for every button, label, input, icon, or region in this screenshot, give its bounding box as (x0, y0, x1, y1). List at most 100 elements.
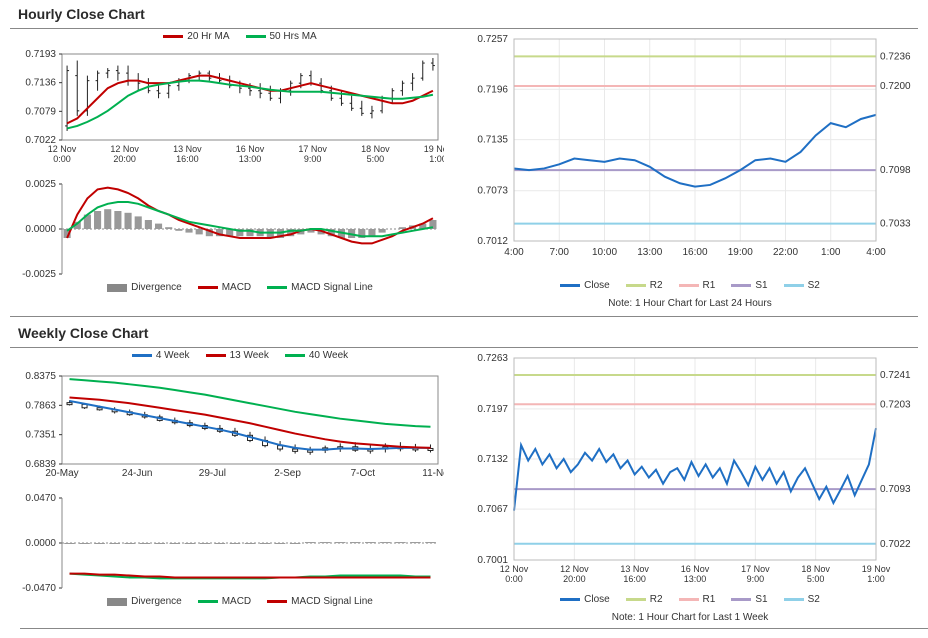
legend-item: R1 (679, 280, 716, 291)
svg-text:0.8375: 0.8375 (25, 372, 56, 382)
svg-text:12 Nov: 12 Nov (560, 564, 589, 574)
svg-text:0.7241: 0.7241 (880, 370, 911, 381)
svg-text:16 Nov: 16 Nov (236, 144, 265, 154)
svg-text:22:00: 22:00 (773, 247, 798, 258)
svg-text:16 Nov: 16 Nov (681, 564, 710, 574)
svg-text:0.7022: 0.7022 (880, 539, 911, 550)
hourly-right-note: Note: 1 Hour Chart for Last 24 Hours (490, 298, 890, 309)
svg-text:11-Nov: 11-Nov (422, 468, 444, 479)
svg-text:10:00: 10:00 (592, 247, 617, 258)
svg-text:1:00: 1:00 (821, 247, 841, 258)
svg-text:0.7132: 0.7132 (477, 454, 508, 465)
svg-text:0.7351: 0.7351 (25, 430, 56, 441)
svg-text:13:00: 13:00 (637, 247, 662, 258)
hourly-section: Hourly Close Chart 20 Hr MA50 Hrs MA 0.7… (0, 0, 928, 42)
svg-text:0.7863: 0.7863 (25, 400, 56, 411)
svg-text:4:00: 4:00 (504, 247, 524, 258)
svg-text:0.7136: 0.7136 (25, 78, 56, 89)
weekly-price-chart: 0.83750.78630.73510.683920-May24-Jun29-J… (14, 372, 444, 482)
svg-text:0.7200: 0.7200 (880, 81, 911, 92)
legend-item: 40 Week (285, 350, 348, 361)
svg-text:1:00: 1:00 (429, 154, 444, 164)
svg-text:0:00: 0:00 (505, 574, 523, 584)
svg-text:4:00: 4:00 (866, 247, 886, 258)
divider (10, 28, 918, 29)
svg-text:12 Nov: 12 Nov (110, 144, 139, 154)
legend-item: S2 (784, 594, 820, 605)
legend-item: Close (560, 280, 610, 291)
weekly-macd-chart: 0.0470 0.0000 -0.0470 (14, 494, 444, 594)
svg-text:0.7033: 0.7033 (880, 219, 911, 230)
svg-text:24-Jun: 24-Jun (122, 468, 153, 479)
legend-item: MACD (198, 282, 251, 293)
svg-text:19 Nov: 19 Nov (424, 144, 444, 154)
svg-text:13 Nov: 13 Nov (620, 564, 649, 574)
svg-text:-0.0025: -0.0025 (22, 269, 56, 280)
svg-text:0.7067: 0.7067 (477, 504, 508, 515)
svg-text:5:00: 5:00 (807, 574, 825, 584)
legend-item: S2 (784, 280, 820, 291)
hourly-title: Hourly Close Chart (0, 0, 928, 26)
svg-text:-0.0470: -0.0470 (22, 583, 56, 594)
svg-text:12 Nov: 12 Nov (48, 144, 77, 154)
svg-text:7-Oct: 7-Oct (351, 468, 376, 479)
svg-text:2-Sep: 2-Sep (274, 468, 301, 479)
svg-text:0.0470: 0.0470 (25, 494, 56, 504)
weekly-section: Weekly Close Chart 4 Week13 Week40 Week … (0, 314, 928, 361)
hourly-right-chart: 0.72570.71960.71350.70730.70124:007:0010… (468, 35, 918, 275)
weekly-price-legend: 4 Week 13 Week 40 Week (40, 350, 440, 361)
svg-text:18 Nov: 18 Nov (801, 564, 830, 574)
svg-text:13 Nov: 13 Nov (173, 144, 202, 154)
svg-text:9:00: 9:00 (747, 574, 765, 584)
weekly-title: Weekly Close Chart (0, 319, 928, 345)
weekly-right-note: Note: 1 Hour Chart for Last 1 Week (490, 612, 890, 623)
svg-text:0.7012: 0.7012 (477, 236, 508, 247)
divider (10, 316, 918, 317)
svg-text:19 Nov: 19 Nov (862, 564, 891, 574)
legend-item: R2 (626, 594, 663, 605)
svg-text:0.7203: 0.7203 (880, 399, 911, 410)
hourly-macd-chart: 0.00250.0000-0.0025 (14, 180, 444, 280)
svg-text:16:00: 16:00 (682, 247, 707, 258)
legend-item: Divergence (107, 596, 182, 607)
svg-text:1:00: 1:00 (867, 574, 885, 584)
legend-item: 4 Week (132, 350, 190, 361)
legend-item: MACD Signal Line (267, 596, 373, 607)
divider (10, 347, 918, 348)
svg-text:20-May: 20-May (45, 468, 78, 479)
legend-item: Close (560, 594, 610, 605)
svg-text:16:00: 16:00 (623, 574, 646, 584)
legend-item: 13 Week (206, 350, 269, 361)
svg-text:0.7193: 0.7193 (25, 50, 56, 60)
svg-text:12 Nov: 12 Nov (500, 564, 529, 574)
svg-text:0.0000: 0.0000 (25, 224, 56, 235)
hourly-right-legend: Close R2 R1 S1 S2 (490, 280, 890, 291)
svg-text:0:00: 0:00 (53, 154, 71, 164)
svg-text:0.7093: 0.7093 (880, 484, 911, 495)
svg-text:0.7098: 0.7098 (880, 165, 911, 176)
svg-text:18 Nov: 18 Nov (361, 144, 390, 154)
svg-text:5:00: 5:00 (367, 154, 385, 164)
svg-text:7:00: 7:00 (550, 247, 570, 258)
hourly-price-legend: 20 Hr MA50 Hrs MA (40, 31, 440, 42)
legend-item: R2 (626, 280, 663, 291)
svg-text:0.0000: 0.0000 (25, 538, 56, 549)
legend-item: 20 Hr MA (163, 31, 229, 42)
weekly-right-legend: Close R2 R1 S1 S2 (490, 594, 890, 605)
legend-item: S1 (731, 594, 767, 605)
legend-item: MACD Signal Line (267, 282, 373, 293)
svg-text:0.7135: 0.7135 (477, 135, 508, 146)
svg-text:19:00: 19:00 (728, 247, 753, 258)
legend-item: S1 (731, 280, 767, 291)
svg-text:29-Jul: 29-Jul (199, 468, 226, 479)
legend-item: R1 (679, 594, 716, 605)
svg-text:0.7196: 0.7196 (477, 84, 508, 95)
hourly-price-chart: 0.71930.71360.70790.702212 Nov0:0012 Nov… (14, 50, 444, 170)
svg-text:20:00: 20:00 (563, 574, 586, 584)
svg-text:16:00: 16:00 (176, 154, 199, 164)
svg-text:0.7263: 0.7263 (477, 354, 508, 364)
weekly-macd-legend: DivergenceMACDMACD Signal Line (40, 596, 440, 607)
svg-text:13:00: 13:00 (239, 154, 262, 164)
svg-text:17 Nov: 17 Nov (298, 144, 327, 154)
weekly-right-chart: 0.72630.71970.71320.70670.700112 Nov0:00… (468, 354, 918, 594)
